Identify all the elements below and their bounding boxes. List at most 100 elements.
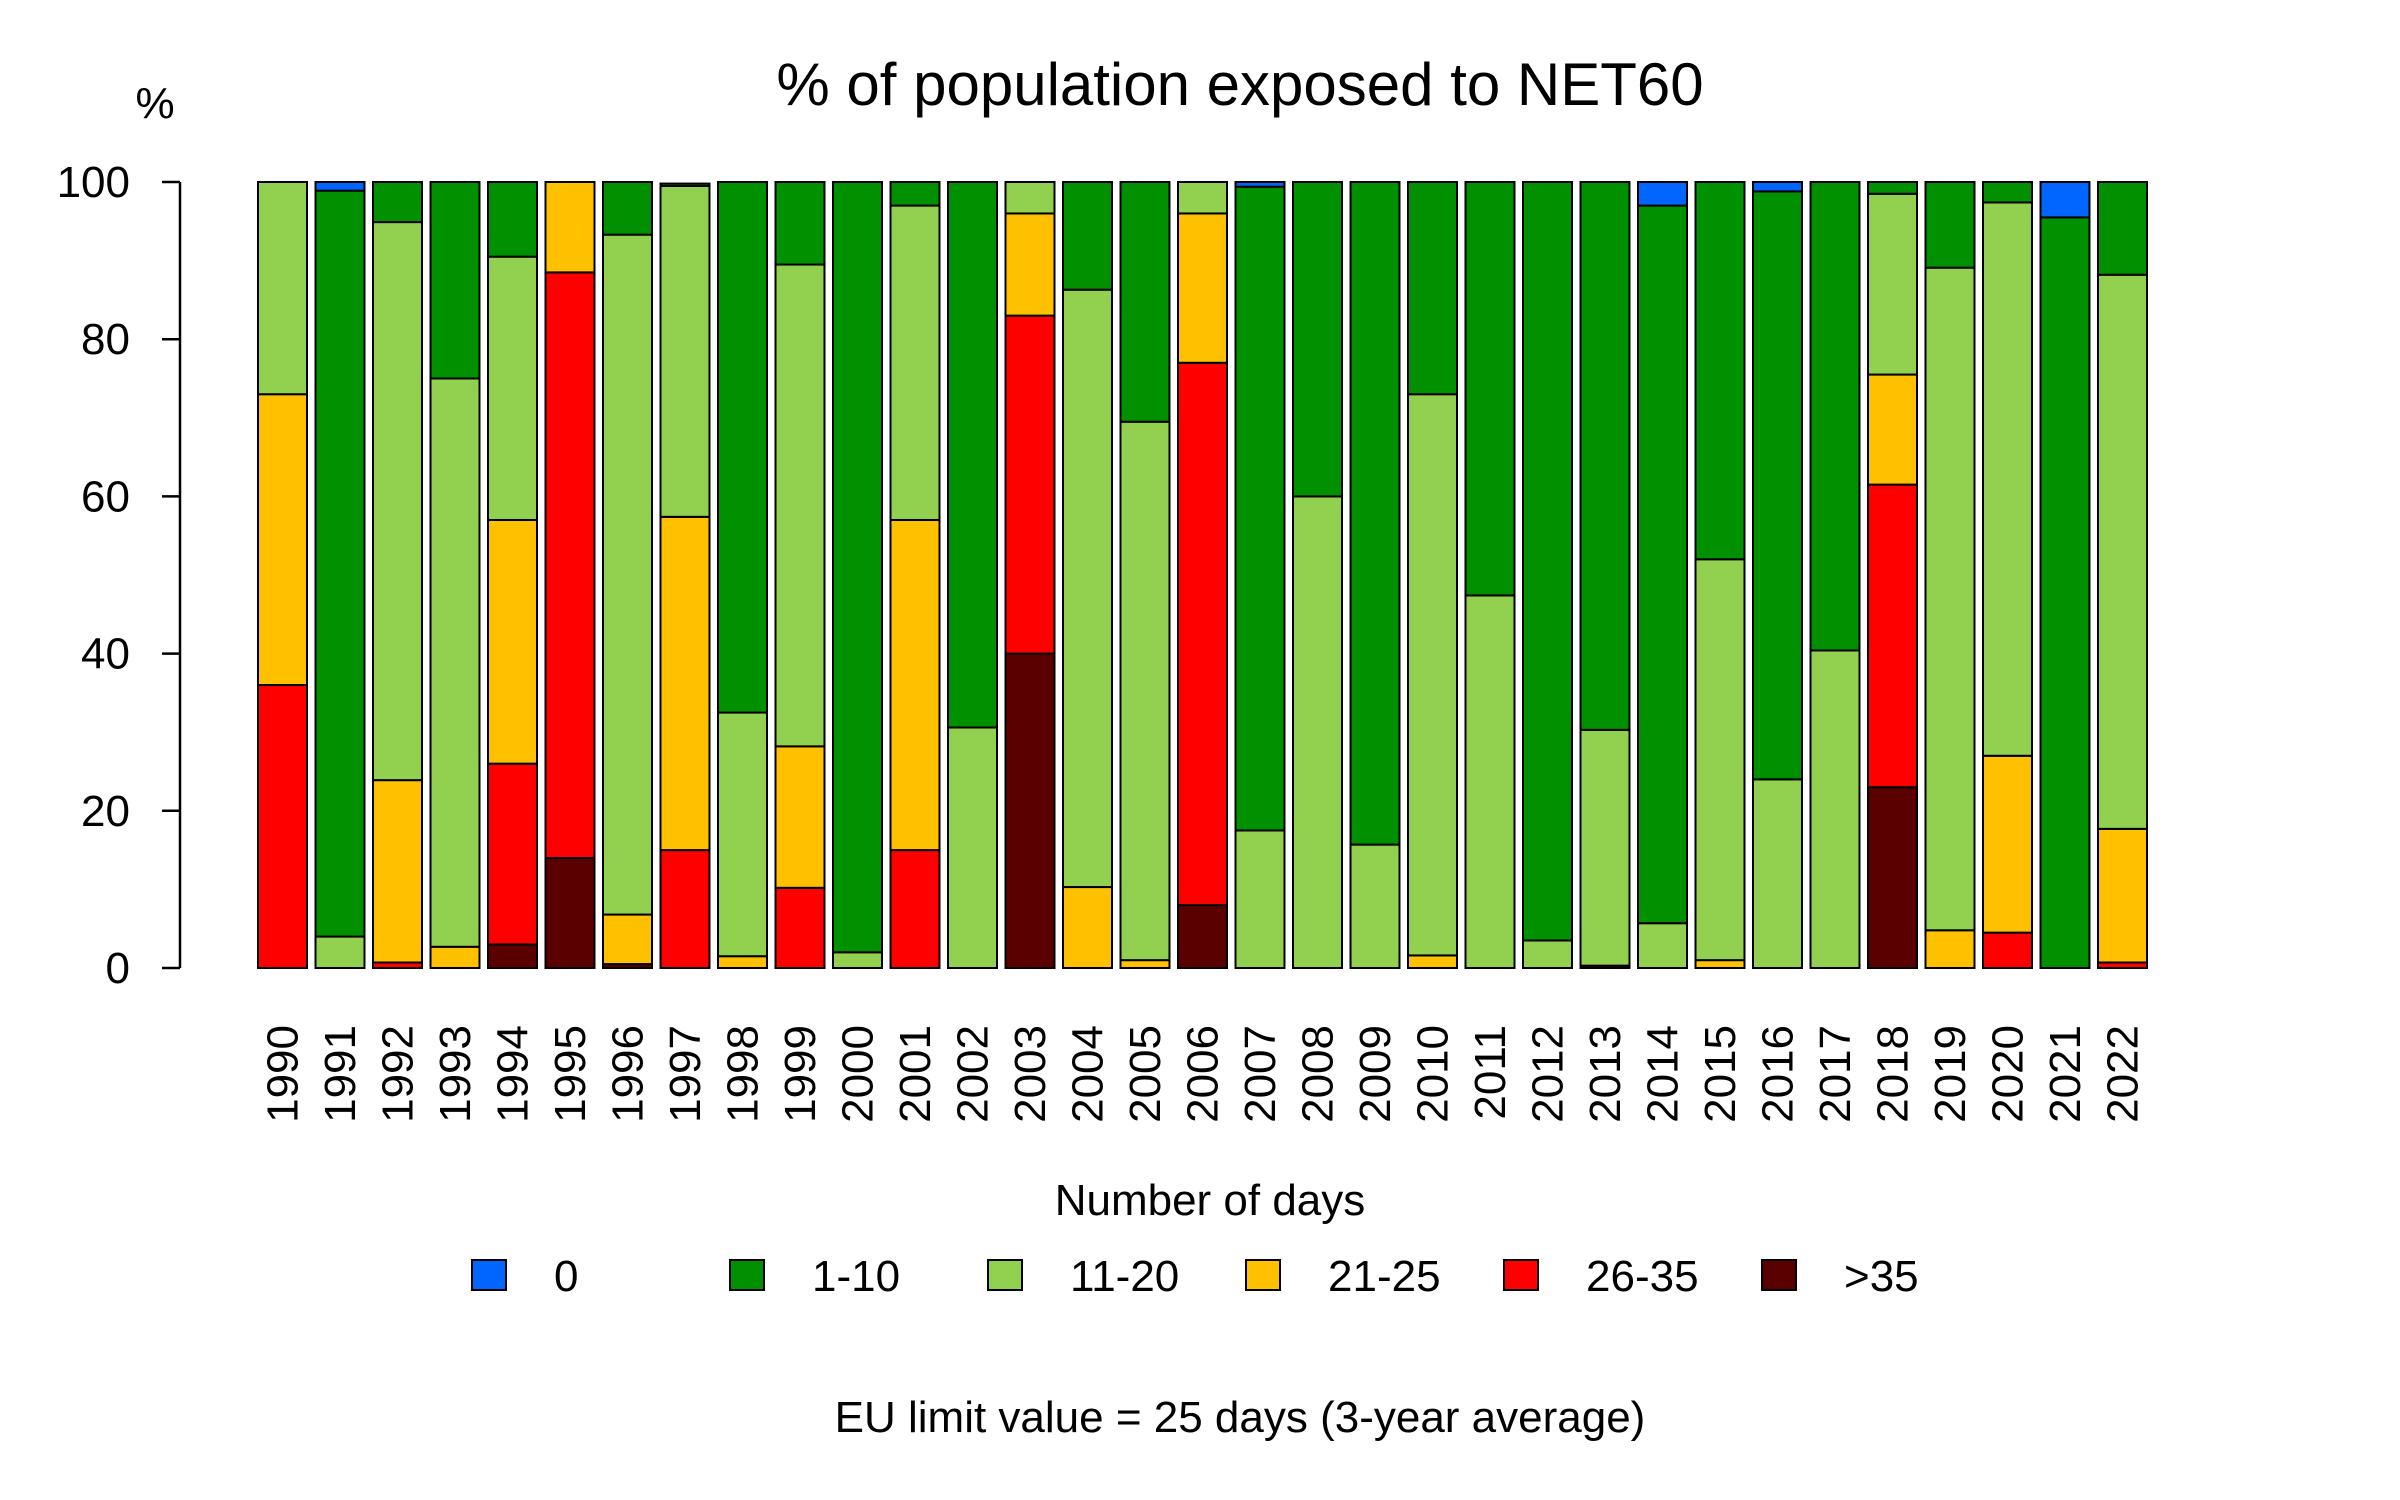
legend-swatch — [1245, 1259, 1281, 1291]
bar-segment — [487, 943, 538, 969]
x-tick-label: 2008 — [1294, 1025, 1343, 1123]
legend-swatch — [1503, 1259, 1539, 1291]
bar-stack-2003 — [1004, 181, 1056, 969]
x-tick-label: 1999 — [776, 1025, 825, 1123]
bar-segment — [602, 233, 653, 916]
bar-segment — [1694, 558, 1746, 962]
bar-segment — [774, 263, 826, 748]
bar-stack-2021 — [2039, 181, 2091, 969]
bar-segment — [1062, 886, 1113, 969]
legend-title: Number of days — [1055, 1176, 1366, 1225]
bar-segment — [2039, 181, 2091, 219]
bars — [257, 181, 2148, 970]
bar-segment — [659, 515, 711, 852]
bar-segment — [832, 951, 883, 970]
bar-segment — [1234, 181, 1286, 188]
bar-segment — [1924, 181, 1976, 269]
bar-segment — [1119, 959, 1171, 970]
bar-stack-1993 — [429, 181, 481, 970]
bar-segment — [257, 181, 308, 396]
x-tick-label: 2021 — [2041, 1025, 2090, 1123]
bar-segment — [1292, 495, 1343, 969]
bar-stack-2015 — [1694, 181, 1746, 970]
bar-segment — [1004, 652, 1056, 969]
y-tick-label: 0 — [106, 944, 130, 993]
bar-segment — [889, 204, 941, 521]
legend-swatch — [471, 1259, 507, 1291]
bar-stack-2002 — [947, 181, 998, 970]
bar-segment — [544, 856, 596, 970]
bar-stack-1995 — [544, 181, 596, 970]
bar-segment — [257, 684, 308, 969]
bar-segment — [487, 518, 538, 765]
bar-stack-2022 — [2097, 181, 2148, 969]
x-tick-label: 2020 — [1984, 1025, 2033, 1123]
legend-label: 0 — [554, 1252, 578, 1301]
bar-segment — [1062, 288, 1113, 889]
x-tick-label: 2015 — [1696, 1025, 1745, 1123]
bar-segment — [1349, 843, 1401, 970]
legend-label: >35 — [1844, 1252, 1919, 1301]
bar-segment — [1407, 393, 1458, 957]
x-tick-label: 1995 — [546, 1025, 595, 1123]
legend-item: 1-10 — [729, 1252, 900, 1301]
y-tick-label: 80 — [81, 315, 130, 364]
bar-segment — [487, 181, 538, 258]
x-tick-label: 2000 — [834, 1025, 883, 1123]
x-tick-label: 2006 — [1179, 1025, 1228, 1123]
bar-segment — [1752, 181, 1803, 193]
x-tick-label: 1997 — [661, 1025, 710, 1123]
bar-stack-1994 — [487, 181, 538, 969]
bar-stack-2012 — [1522, 181, 1573, 969]
bar-segment — [1004, 212, 1056, 317]
bar-segment — [602, 913, 653, 966]
bar-segment — [1349, 181, 1401, 846]
bar-segment — [372, 221, 423, 782]
bar-segment — [1522, 181, 1573, 942]
bar-segment — [1234, 185, 1286, 832]
bar-segment — [1637, 922, 1688, 969]
bar-segment — [1004, 314, 1056, 655]
bar-stack-2019 — [1924, 181, 1976, 969]
legend-swatch — [1761, 1259, 1797, 1291]
bar-segment — [372, 181, 423, 224]
x-tick-label: 2019 — [1926, 1025, 1975, 1123]
bar-segment — [1867, 192, 1918, 376]
x-tick-label: 2013 — [1581, 1025, 1630, 1123]
bar-stack-2017 — [1809, 181, 1861, 969]
x-tick-label: 1990 — [259, 1025, 308, 1123]
bar-segment — [889, 181, 941, 207]
bar-segment — [1924, 266, 1976, 932]
bar-segment — [1809, 181, 1861, 652]
bar-segment — [1522, 939, 1573, 969]
bar-stack-2006 — [1177, 181, 1228, 969]
y-tick-label: 60 — [81, 472, 130, 521]
y-tick-label: 100 — [57, 158, 130, 207]
x-tick-label: 1996 — [604, 1025, 653, 1123]
bar-segment — [889, 849, 941, 969]
bar-segment — [717, 181, 768, 714]
bar-stack-2016 — [1752, 181, 1803, 969]
bar-segment — [1407, 954, 1458, 970]
bar-segment — [1982, 181, 2033, 204]
legend-item: 11-20 — [987, 1252, 1179, 1301]
bar-segment — [429, 945, 481, 970]
bar-segment — [1694, 959, 1746, 970]
bar-stack-1999 — [774, 181, 826, 969]
bar-segment — [1752, 778, 1803, 969]
bar-stack-2020 — [1982, 181, 2033, 970]
y-tick-label: 20 — [81, 787, 130, 836]
bar-segment — [1579, 728, 1631, 967]
bar-segment — [314, 935, 366, 969]
legend-label: 1-10 — [812, 1252, 900, 1301]
bar-segment — [832, 181, 883, 954]
bar-segment — [774, 886, 826, 969]
bar-segment — [2039, 216, 2091, 969]
y-tick-label: 40 — [81, 630, 130, 679]
legend-item: 0 — [471, 1252, 578, 1301]
bar-segment — [1464, 181, 1516, 597]
bar-segment — [1637, 204, 1688, 925]
bar-segment — [1464, 594, 1516, 969]
bar-segment — [1177, 361, 1228, 907]
